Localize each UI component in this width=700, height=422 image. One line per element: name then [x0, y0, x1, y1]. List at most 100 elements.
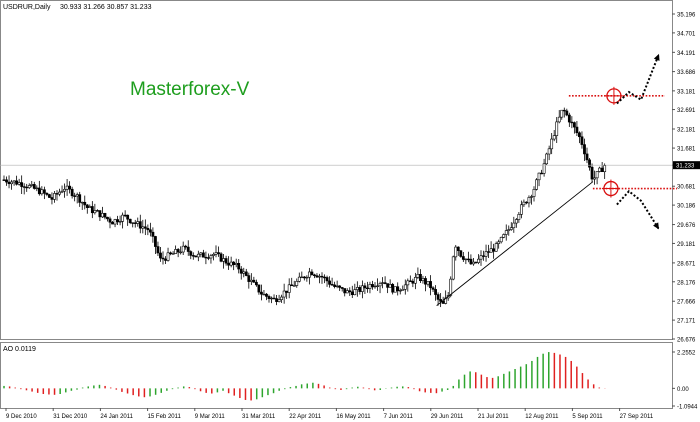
candle-body: [88, 206, 92, 208]
candle-body: [159, 252, 162, 259]
candle-body: [391, 284, 395, 293]
candle-body: [184, 245, 188, 248]
time-tick-label: 9 Mar 2011: [195, 414, 226, 420]
price-tick-label: 32.181: [677, 128, 696, 134]
candle-body: [156, 246, 160, 254]
time-tick-label: 31 Dec 2010: [53, 414, 88, 420]
price-tick-label: 33.686: [677, 70, 696, 76]
candle-body: [487, 251, 490, 253]
candle-body: [413, 277, 417, 284]
candle-body: [383, 282, 387, 284]
candle-body: [431, 287, 435, 290]
candle-body: [201, 252, 205, 258]
candle-body: [590, 166, 594, 180]
ao-tick-label: -1.0944: [677, 405, 698, 411]
candle-body: [45, 192, 49, 195]
candle-body: [207, 257, 210, 259]
candle-body: [494, 243, 498, 252]
price-tick-label: 34.701: [677, 31, 696, 37]
candle-body: [186, 246, 190, 252]
candle-body: [80, 201, 84, 204]
candle-body: [557, 116, 561, 123]
candle-body: [426, 281, 430, 285]
candle-body: [151, 231, 155, 237]
candle-body: [154, 236, 157, 247]
candle-body: [386, 283, 390, 288]
candle-body: [565, 110, 569, 116]
candle-body: [42, 189, 46, 194]
candle-body: [174, 249, 178, 254]
candle-body: [242, 271, 246, 274]
candle-body: [121, 214, 125, 222]
candle-body: [469, 258, 473, 265]
candle-body: [537, 172, 541, 181]
candle-body: [527, 197, 531, 204]
candle-body: [343, 288, 347, 294]
candle-body: [416, 273, 420, 278]
candle-body: [421, 278, 425, 282]
candle-body: [229, 261, 233, 266]
candle-body: [393, 286, 397, 293]
candle-body: [479, 255, 483, 260]
candle-body: [585, 153, 589, 161]
candle-body: [118, 221, 122, 223]
up-arrow-head: [653, 53, 660, 61]
candle-body: [280, 296, 284, 300]
candle-body: [355, 287, 359, 290]
candle-body: [126, 214, 130, 220]
candle-body: [63, 188, 66, 192]
candle-body: [7, 181, 11, 185]
candle-body: [335, 285, 339, 288]
candle-body: [439, 299, 443, 302]
candle-body: [378, 283, 382, 287]
time-tick-label: 9 Dec 2010: [6, 414, 37, 420]
candle-body: [217, 252, 220, 255]
price-tick-label: 30.681: [677, 185, 696, 191]
candle-body: [176, 249, 180, 253]
candle-body: [593, 177, 596, 180]
candle-body: [509, 227, 513, 230]
candle-body: [141, 226, 145, 229]
price-tick-label: 29.181: [677, 242, 696, 248]
candle-body: [60, 190, 64, 193]
candle-body: [196, 253, 200, 258]
candle-body: [249, 279, 253, 282]
candle-body: [562, 109, 566, 112]
ohlc-readout: 30.933 31.266 30.857 31.233: [60, 4, 152, 11]
candle-body: [239, 268, 243, 274]
candle-body: [350, 291, 354, 296]
price-tick-label: 28.671: [677, 261, 696, 267]
candle-body: [270, 297, 273, 300]
candle-body: [282, 290, 286, 298]
candle-body: [497, 241, 501, 244]
time-tick-label: 24 Jan 2011: [100, 414, 133, 420]
price-tick-label: 29.676: [677, 223, 696, 229]
candle-body: [237, 263, 241, 270]
time-tick-label: 15 Feb 2011: [148, 414, 182, 420]
candle-body: [575, 126, 579, 134]
candle-body: [70, 188, 74, 197]
time-tick-label: 12 Aug 2011: [525, 414, 559, 420]
candle-body: [111, 221, 114, 225]
candle-body: [461, 256, 465, 260]
candle-body: [307, 271, 311, 278]
candle-body: [411, 280, 415, 284]
time-tick-label: 31 Mar 2011: [242, 414, 276, 420]
candle-body: [489, 248, 493, 253]
candle-body: [15, 180, 19, 185]
candle-body: [214, 252, 218, 255]
time-tick-label: 29 Jun 2011: [431, 414, 464, 420]
candle-body: [396, 286, 400, 292]
candle-body: [381, 282, 384, 284]
candle-body: [363, 285, 367, 289]
candle-body: [287, 284, 291, 293]
candle-body: [522, 201, 526, 206]
candle-body: [50, 197, 54, 200]
time-tick-label: 5 Sep 2011: [572, 414, 603, 420]
candle-body: [191, 255, 195, 257]
candle-body: [148, 229, 152, 233]
candle-body: [199, 252, 203, 255]
candle-body: [95, 210, 99, 212]
candle-body: [525, 201, 528, 204]
